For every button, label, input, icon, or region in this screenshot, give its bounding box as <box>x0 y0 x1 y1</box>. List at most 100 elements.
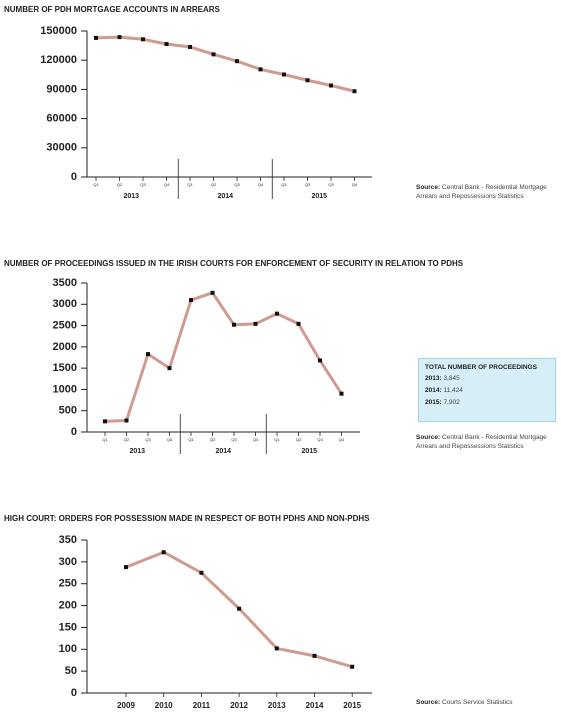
y-tick-label: 250 <box>59 578 77 590</box>
x-tick-label: Q4 <box>253 437 259 442</box>
x-tick-label: Q4 <box>352 182 358 187</box>
x-tick-label: Q3 <box>234 182 240 187</box>
x-tick-label: Q4 <box>164 182 170 187</box>
box-label: 2014: <box>425 387 442 394</box>
data-point <box>258 67 263 72</box>
data-point <box>189 298 193 303</box>
x-tick-label: Q3 <box>231 437 237 442</box>
data-point <box>141 37 145 42</box>
source-text: Central Bank - Residential Mortgage Arre… <box>416 184 547 200</box>
source-label: Source: <box>416 699 441 706</box>
box-value: 7,902 <box>443 399 460 406</box>
source-label: Source: <box>416 434 441 441</box>
data-point <box>210 290 215 295</box>
chart-title: HIGH COURT: ORDERS FOR POSSESSION MADE I… <box>4 514 370 523</box>
data-point <box>124 565 128 570</box>
data-point <box>146 352 150 357</box>
y-tick-label: 1000 <box>53 383 77 395</box>
x-tick-label: 2015 <box>343 701 361 710</box>
data-point <box>232 322 236 327</box>
total-box: TOTAL NUMBER OF PROCEEDINGS 2013: 3,845 … <box>418 358 556 422</box>
x-tick-label: Q3 <box>140 182 146 187</box>
y-tick-label: 300 <box>59 556 77 568</box>
data-point <box>350 664 355 669</box>
data-point <box>352 89 357 94</box>
data-point <box>318 358 322 363</box>
data-point <box>161 550 166 555</box>
x-tick-label: Q2 <box>211 182 217 187</box>
box-label: 2015: <box>425 399 442 406</box>
y-tick-label: 50 <box>65 665 77 677</box>
box-item: 2014: 11,424 <box>425 387 549 394</box>
y-tick-label: 30000 <box>46 142 77 154</box>
box-value: 11,424 <box>443 387 463 394</box>
y-tick-label: 150 <box>59 621 77 633</box>
group-label: 2014 <box>217 193 233 200</box>
data-point <box>253 321 258 326</box>
group-label: 2013 <box>123 193 139 200</box>
data-point <box>94 35 98 40</box>
source-label: Source: <box>416 184 441 191</box>
x-tick-label: Q1 <box>93 182 99 187</box>
data-point <box>211 52 216 57</box>
y-tick-label: 0 <box>71 171 77 183</box>
y-tick-label: 150000 <box>40 25 77 37</box>
y-tick-label: 500 <box>59 405 77 417</box>
data-point <box>103 419 107 424</box>
data-line <box>95 35 355 93</box>
data-point <box>282 72 286 77</box>
y-tick-label: 120000 <box>40 54 77 66</box>
chart-title: NUMBER OF PROCEEDINGS ISSUED IN THE IRIS… <box>4 259 464 268</box>
box-title: TOTAL NUMBER OF PROCEEDINGS <box>425 364 537 371</box>
x-tick-label: Q1 <box>281 182 287 187</box>
x-tick-label: Q4 <box>258 182 264 187</box>
x-tick-label: Q3 <box>328 182 334 187</box>
data-point <box>199 570 204 575</box>
data-point <box>339 391 344 396</box>
x-tick-label: Q2 <box>210 437 216 442</box>
data-point <box>296 321 301 326</box>
group-label: 2014 <box>215 448 231 455</box>
data-point <box>237 606 242 611</box>
data-point <box>235 59 239 64</box>
x-tick-label: Q1 <box>102 437 108 442</box>
x-tick-label: Q2 <box>117 182 123 187</box>
source-text: Courts Service Statistics <box>442 699 513 706</box>
data-point <box>188 44 192 49</box>
data-point <box>167 366 172 371</box>
source-text: Central Bank - Residential Mortgage Arre… <box>416 434 547 450</box>
x-tick-label: Q1 <box>187 182 193 187</box>
y-tick-label: 60000 <box>46 113 77 125</box>
data-point <box>305 78 310 83</box>
box-item: 2015: 7,902 <box>425 399 549 406</box>
y-tick-label: 3500 <box>53 277 77 289</box>
y-tick-label: 200 <box>59 599 77 611</box>
y-tick-label: 1500 <box>53 362 77 374</box>
data-point <box>275 311 279 316</box>
data-line <box>104 291 343 423</box>
x-tick-label: 2011 <box>193 701 211 710</box>
x-tick-label: Q1 <box>188 437 194 442</box>
y-tick-label: 3000 <box>53 298 77 310</box>
box-label: 2013: <box>425 375 442 382</box>
box-value: 3,845 <box>443 375 460 382</box>
x-tick-label: 2009 <box>117 701 135 710</box>
y-tick-label: 0 <box>71 426 77 438</box>
x-tick-label: Q4 <box>167 437 173 442</box>
source-note: Source: Courts Service Statistics <box>416 698 558 707</box>
chart-title: NUMBER OF PDH MORTGAGE ACCOUNTS IN ARREA… <box>4 5 221 14</box>
x-tick-label: Q2 <box>305 182 311 187</box>
box-item: 2013: 3,845 <box>425 375 549 382</box>
y-tick-label: 350 <box>59 534 77 546</box>
x-tick-label: Q2 <box>124 437 130 442</box>
y-tick-label: 2000 <box>53 341 77 353</box>
source-note: Source: Central Bank - Residential Mortg… <box>416 183 558 201</box>
data-point <box>164 42 169 47</box>
x-tick-label: 2012 <box>230 701 248 710</box>
data-point <box>117 35 122 40</box>
data-point <box>312 653 317 658</box>
group-label: 2015 <box>311 193 327 200</box>
y-tick-label: 90000 <box>46 83 77 95</box>
